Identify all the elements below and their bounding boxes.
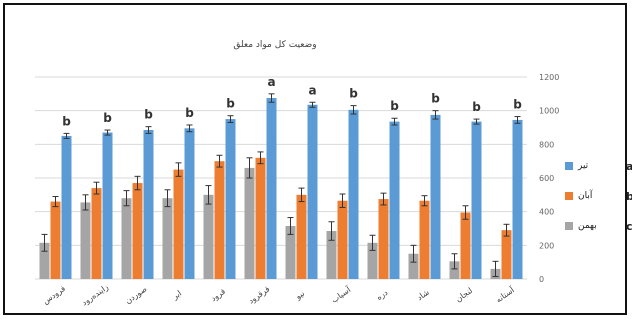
- bar: [214, 161, 225, 279]
- bar-chart: وضعیت کل مواد معلق 0 200 400 600 800 1000 1200 b…: [35, 40, 559, 307]
- bar: [173, 169, 184, 279]
- bar: [266, 98, 277, 280]
- bar: [348, 109, 359, 279]
- bar: [389, 121, 400, 279]
- bar: [91, 188, 102, 279]
- legend-swatch: [565, 222, 573, 230]
- significance-letter: a: [267, 75, 275, 89]
- bar: [132, 183, 143, 279]
- x-tick-label: فرودس: [41, 284, 67, 306]
- legend-label: بهمن: [578, 221, 597, 231]
- x-tick-label: آستانه: [494, 284, 517, 304]
- y-tick-label: 800: [539, 140, 554, 149]
- legend-swatch: [565, 162, 573, 170]
- bar: [61, 135, 72, 279]
- bar: [512, 119, 523, 279]
- legend-letter: c: [626, 219, 632, 233]
- significance-letter: b: [349, 87, 358, 101]
- chart-title: وضعیت کل مواد معلق: [233, 40, 316, 50]
- significance-letter: b: [513, 98, 522, 112]
- y-tick-label: 600: [539, 174, 554, 183]
- x-tick-label: دره: [375, 288, 390, 302]
- bar: [225, 119, 236, 279]
- x-tick-label: ابر: [170, 289, 183, 302]
- bar: [285, 225, 296, 279]
- bar: [162, 198, 173, 279]
- bar: [471, 121, 482, 279]
- bar: [307, 104, 318, 280]
- significance-letter: b: [103, 111, 112, 125]
- x-tick-label: شاد: [415, 287, 431, 302]
- bar: [378, 199, 389, 279]
- legend-letter: b: [626, 189, 632, 203]
- significance-letter: b: [431, 92, 440, 106]
- bar: [367, 242, 378, 279]
- chart-frame: وضعیت کل مواد معلق 0 200 400 600 800 1000 1200 b…: [3, 3, 632, 315]
- bar: [460, 212, 471, 279]
- legend-item: آبان b: [565, 181, 632, 211]
- y-tick-label: 400: [539, 208, 554, 217]
- bar: [39, 242, 50, 279]
- legend-swatch: [565, 192, 573, 200]
- bar: [244, 167, 255, 279]
- y-tick-label: 200: [539, 241, 554, 250]
- x-tick-label: زاینده‌رود: [80, 282, 110, 307]
- bar: [80, 202, 91, 279]
- significance-letter: b: [62, 114, 71, 128]
- x-tick-label: نیو: [293, 289, 306, 302]
- legend: تیر a آبان b بهمن c: [565, 151, 632, 241]
- y-tick-label: 0: [539, 275, 544, 284]
- legend-item: بهمن c: [565, 211, 632, 241]
- x-tick-label: آسیاب: [329, 284, 353, 305]
- significance-letter: b: [390, 99, 399, 113]
- bar: [296, 194, 307, 279]
- bar: [419, 200, 430, 279]
- bar: [50, 201, 61, 279]
- bar: [143, 130, 154, 279]
- bar: [255, 157, 266, 279]
- x-tick-label: قرقرود: [247, 284, 272, 305]
- significance-letter: b: [185, 106, 194, 120]
- legend-label: تیر: [578, 161, 589, 171]
- legend-item: تیر a: [565, 151, 632, 181]
- bar: [408, 253, 419, 279]
- bar: [102, 132, 113, 279]
- bar: [121, 198, 132, 279]
- bar: [326, 231, 337, 279]
- x-tick-label: لنجان: [454, 286, 474, 304]
- x-tick-label: قرود: [209, 287, 227, 303]
- x-tick-label: صوردن: [124, 284, 149, 305]
- bar: [337, 200, 348, 279]
- bar: [430, 114, 441, 279]
- legend-letter: a: [626, 159, 632, 173]
- significance-letter: b: [472, 100, 481, 114]
- significance-letter: b: [226, 97, 235, 111]
- y-tick-label: 1200: [539, 73, 559, 82]
- legend-label: آبان: [578, 191, 593, 201]
- bar: [203, 194, 214, 279]
- significance-letter: a: [308, 83, 316, 97]
- bar: [184, 128, 195, 279]
- bar: [449, 261, 460, 279]
- y-tick-label: 1000: [539, 107, 559, 116]
- significance-letter: b: [144, 108, 153, 122]
- bar: [501, 230, 512, 279]
